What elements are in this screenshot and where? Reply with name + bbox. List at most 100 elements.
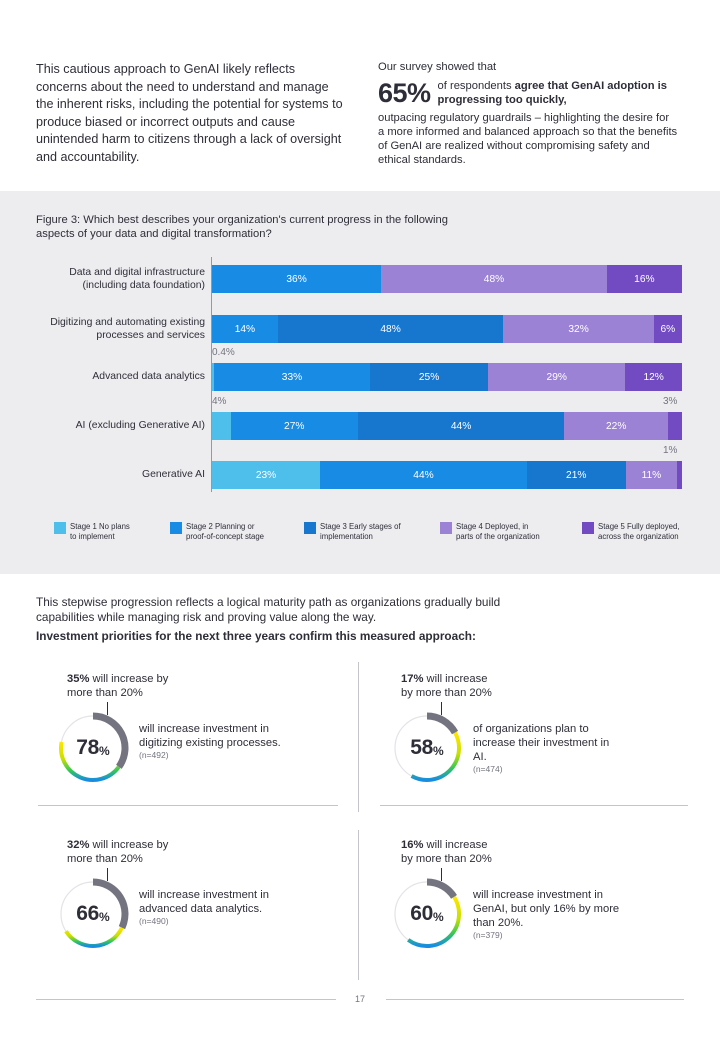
chart-axis — [211, 257, 212, 492]
bar-category-label-line2: (including data foundation) — [82, 280, 205, 291]
card-sample-size: (n=490) — [139, 916, 169, 926]
footer-rule-right — [386, 999, 684, 1000]
card-headline-value: 17% — [401, 673, 424, 685]
survey-callout: Our survey showed that 65% of respondent… — [378, 60, 678, 167]
legend-label: Stage 4 Deployed, in parts of the organiz… — [456, 522, 540, 542]
legend-swatch — [54, 522, 66, 534]
bar-segment-label: 36% — [286, 273, 307, 285]
card-headline-rest: will increase by — [89, 673, 169, 685]
bar-track: 27% 44% 22% — [212, 412, 682, 440]
donut-chart: 66% — [57, 878, 129, 950]
legend-label-line2: to implement — [70, 532, 115, 541]
bar-row: Advanced data analytics 33% 25% 29% 12% 0.4% — [0, 347, 720, 391]
legend-item: Stage 4 Deployed, in parts of the organiz… — [440, 522, 540, 542]
bar-segment-label: 48% — [483, 273, 505, 285]
donut-chart: 58% — [391, 712, 463, 784]
figure-title: Figure 3: Which best describes your orga… — [36, 214, 448, 240]
bar-segment-label: 16% — [634, 273, 655, 285]
bar-segment-label: 29% — [546, 371, 567, 383]
footer-rule-left — [36, 999, 336, 1000]
stat-row: 65% of respondents agree that GenAI adop… — [378, 78, 678, 108]
bar-category-label-line1: Advanced data analytics — [92, 371, 205, 382]
bar-category-label-line1: Generative AI — [142, 469, 205, 480]
donut-value: 60 — [410, 902, 434, 925]
bar-segment: 22% — [564, 412, 668, 440]
bar-segment: 29% — [488, 363, 626, 391]
bar-track: 23% 44% 21% 11% — [212, 461, 682, 489]
chart-legend: Stage 1 No plans to implement Stage 2 Plan… — [0, 522, 720, 552]
investment-card: 32% will increase by more than 20% 66% will… — [60, 838, 367, 998]
page-number: 17 — [354, 994, 365, 1004]
donut-arc-highlight — [426, 878, 457, 899]
stat-text: of respondents agree that GenAI adoption… — [438, 78, 678, 107]
legend-swatch — [582, 522, 594, 534]
donut-value: 58 — [410, 736, 434, 759]
card-description: will increase investment in digitizing e… — [139, 722, 289, 761]
card-pointer-line — [107, 702, 108, 715]
donut-chart: 60% — [391, 878, 463, 950]
card-headline-line2: by more than 20% — [401, 853, 492, 865]
bar-segment-label: 25% — [418, 371, 440, 383]
card-pointer-line — [441, 702, 442, 715]
legend-swatch — [304, 522, 316, 534]
bar-segment: 25% — [370, 363, 489, 391]
donut-arc-total — [64, 926, 124, 948]
bar-segment-label: 12% — [643, 371, 664, 383]
bar-category-label-line1: AI (excluding Generative AI) — [75, 420, 205, 431]
bar-track: 33% 25% 29% 12% — [212, 363, 682, 391]
bar-callout-left: 4% — [212, 396, 227, 407]
bar-segment: 44% — [357, 412, 565, 440]
legend-label: Stage 1 No plans to implement — [70, 522, 130, 542]
donut-arc-highlight — [92, 878, 129, 930]
bar-callout-right: 3% — [663, 396, 678, 407]
bar-segment-label: 23% — [255, 469, 277, 481]
card-headline-line2: more than 20% — [67, 687, 143, 699]
bar-row: Digitizing and automating existing proces… — [0, 315, 720, 343]
bar-segment-label: 33% — [281, 371, 303, 383]
card-sample-size: (n=492) — [139, 750, 169, 760]
body-paragraph: This stepwise progression reflects a log… — [36, 595, 501, 624]
donut-value: 66 — [76, 902, 100, 925]
bar-segment: 36% — [212, 265, 382, 293]
bar-segment-label: 14% — [234, 323, 256, 335]
legend-label-line2: parts of the organization — [456, 532, 540, 541]
bar-segment-label: 32% — [568, 323, 589, 335]
card-divider-horizontal-left — [38, 805, 338, 806]
bar-segment-label: 48% — [380, 323, 401, 335]
bar-segment: 32% — [503, 315, 654, 343]
donut-arc-total — [59, 741, 121, 782]
bar-category-label-line1: Digitizing and automating existing — [50, 317, 205, 328]
donut-svg — [394, 712, 461, 782]
stat-value: 65% — [378, 78, 431, 108]
card-headline-rest: will increase — [423, 673, 488, 685]
legend-swatch — [440, 522, 452, 534]
bar-segment — [667, 412, 682, 440]
card-description-text: will increase investment in GenAI, but o… — [473, 889, 620, 929]
bar-track: 36% 48% 16% — [212, 265, 682, 293]
bar-segment: 23% — [212, 461, 321, 489]
investment-card: 16% will increase by more than 20% 60% will… — [394, 838, 701, 998]
bar-category-label: Data and digital infrastructure (includin… — [5, 266, 205, 292]
card-headline-line2: by more than 20% — [401, 687, 492, 699]
card-headline-value: 35% — [67, 673, 90, 685]
bar-segment: 48% — [381, 265, 607, 293]
card-headline: 32% will increase by more than 20% — [67, 838, 168, 866]
donut-svg — [59, 712, 129, 782]
donut-arc-highlight — [426, 712, 459, 735]
legend-label: Stage 5 Fully deployed, across the organi… — [598, 522, 680, 542]
legend-label-line2: across the organization — [598, 532, 679, 541]
card-headline-line2: more than 20% — [67, 853, 143, 865]
legend-label-line1: Stage 4 Deployed, in — [456, 522, 529, 531]
bar-category-label: Generative AI — [5, 468, 205, 481]
legend-item: Stage 3 Early stages of implementation — [304, 522, 401, 542]
bar-segment: 14% — [212, 315, 278, 343]
bar-segment: 33% — [214, 363, 370, 391]
legend-item: Stage 2 Planning or proof-of-concept stag… — [170, 522, 264, 542]
investment-card: 35% will increase by more than 20% 78% will… — [59, 672, 367, 832]
legend-label-line2: proof-of-concept stage — [186, 532, 265, 541]
bar-segment: 12% — [625, 363, 682, 391]
donut-arc-total — [410, 731, 461, 782]
card-headline-value: 16% — [401, 839, 424, 851]
card-description: will increase investment in GenAI, but o… — [473, 888, 623, 941]
bar-segment: 16% — [606, 265, 682, 293]
